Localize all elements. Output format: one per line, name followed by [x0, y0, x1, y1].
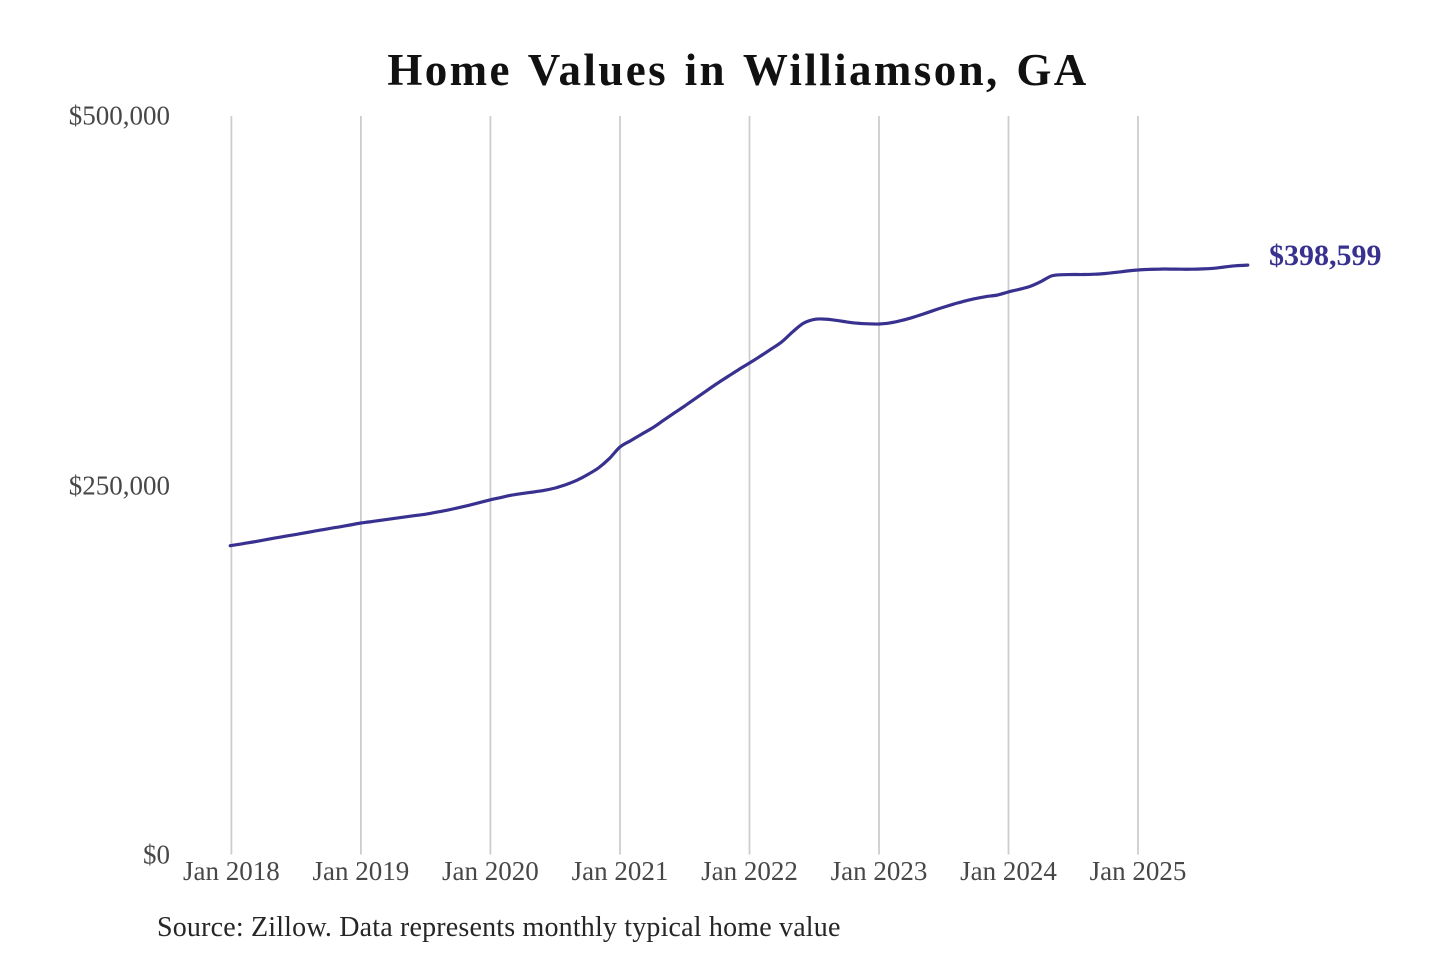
svg-text:Jan 2023: Jan 2023: [831, 856, 928, 886]
svg-text:Jan 2022: Jan 2022: [701, 856, 798, 886]
svg-text:Source: Zillow. Data represent: Source: Zillow. Data represents monthly …: [157, 912, 841, 943]
svg-text:$500,000: $500,000: [69, 101, 170, 131]
svg-text:$250,000: $250,000: [69, 471, 170, 501]
svg-text:Jan 2018: Jan 2018: [183, 856, 280, 886]
svg-text:Home Values in Williamson, GA: Home Values in Williamson, GA: [387, 45, 1088, 95]
svg-text:Jan 2019: Jan 2019: [313, 856, 410, 886]
svg-text:$0: $0: [143, 840, 170, 870]
svg-text:Jan 2021: Jan 2021: [572, 856, 669, 886]
svg-text:Jan 2024: Jan 2024: [960, 856, 1057, 886]
svg-text:Jan 2025: Jan 2025: [1090, 856, 1187, 886]
svg-text:$398,599: $398,599: [1269, 239, 1382, 272]
svg-text:Jan 2020: Jan 2020: [442, 856, 539, 886]
